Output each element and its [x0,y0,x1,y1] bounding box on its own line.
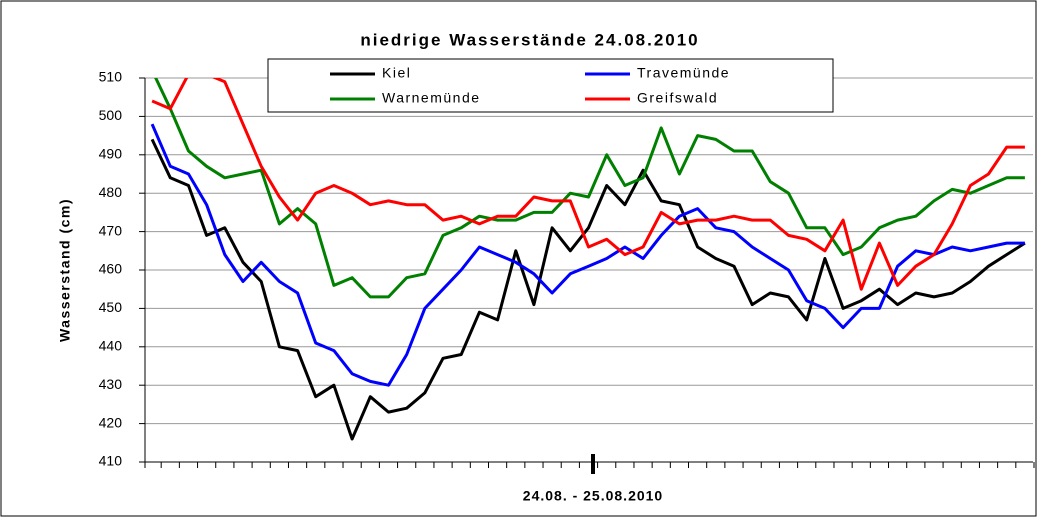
y-tick-label: 480 [99,184,123,200]
y-tick-label: 450 [99,299,123,315]
y-tick-label: 470 [99,222,123,238]
y-tick-label: 410 [99,453,123,469]
y-tick-label: 500 [99,107,123,123]
y-tick-label: 430 [99,376,123,392]
legend-label: Greifswald [637,90,718,106]
y-tick-label: 510 [99,69,123,85]
plot-area [150,78,1026,441]
series-line [151,78,1025,291]
y-axis-label: Wasserstand (cm) [57,198,73,342]
x-axis-label: 24.08. - 25.08.2010 [523,488,663,504]
y-tick-label: 460 [99,261,123,277]
legend-label: Warnemünde [382,90,481,106]
legend-box [267,58,834,113]
series-line [154,78,1025,299]
y-tick-label: 440 [99,338,123,354]
series-line [150,123,1025,387]
y-tick-label: 490 [99,146,123,162]
series-line [150,138,1026,441]
legend-label: Kiel [382,65,411,81]
chart-title: niedrige Wasserstände 24.08.2010 [360,30,699,49]
legend-label: Travemünde [637,65,730,81]
y-tick-label: 420 [99,414,123,430]
